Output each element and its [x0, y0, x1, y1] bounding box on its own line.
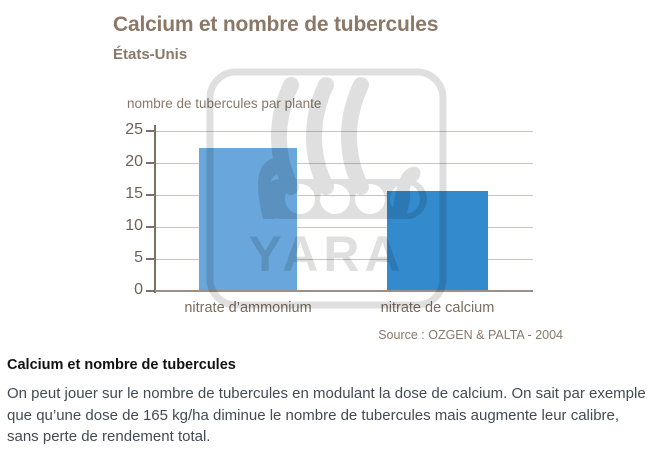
- y-tick-mark: [146, 258, 155, 260]
- y-tick-label: 0: [134, 281, 143, 298]
- y-tick-mark: [146, 162, 155, 164]
- bar-2: [387, 190, 488, 291]
- y-axis-line: [154, 125, 156, 293]
- y-tick-label: 5: [134, 249, 143, 266]
- y-tick-label: 20: [125, 153, 143, 170]
- article-section: Calcium et nombre de tubercules On peut …: [7, 357, 648, 448]
- y-tick-label: 25: [125, 121, 143, 138]
- gridline-10: [155, 227, 533, 228]
- y-axis-title: nombre de tubercules par plante: [127, 96, 322, 111]
- x-category-label: nitrate de calcium: [380, 300, 495, 316]
- y-tick-mark: [146, 194, 155, 196]
- y-tick-label: 10: [125, 217, 143, 234]
- source-caption: Source : OZGEN & PALTA - 2004: [378, 328, 563, 342]
- gridline-5: [155, 259, 533, 260]
- x-category-label: nitrate d’ammonium: [184, 300, 312, 316]
- plot-area: 0 5 10 15 20 25 nitrate d’ammonium nitrate de c…: [125, 121, 533, 316]
- y-tick-mark: [146, 226, 155, 228]
- article-paragraph: On peut jouer sur le nombre de tubercule…: [7, 385, 646, 445]
- gridline-15: [155, 195, 533, 196]
- bar-1: [199, 148, 297, 291]
- gridline-25: [155, 131, 533, 132]
- gridline-0: [155, 290, 533, 292]
- chart-subtitle: États-Unis: [113, 46, 188, 63]
- y-tick-mark: [146, 130, 155, 132]
- article-heading: Calcium et nombre de tubercules: [7, 357, 236, 373]
- gridline-20: [155, 163, 533, 164]
- chart-title: Calcium et nombre de tubercules: [113, 13, 439, 36]
- y-tick-label: 15: [125, 185, 143, 202]
- y-tick-mark: [146, 290, 155, 292]
